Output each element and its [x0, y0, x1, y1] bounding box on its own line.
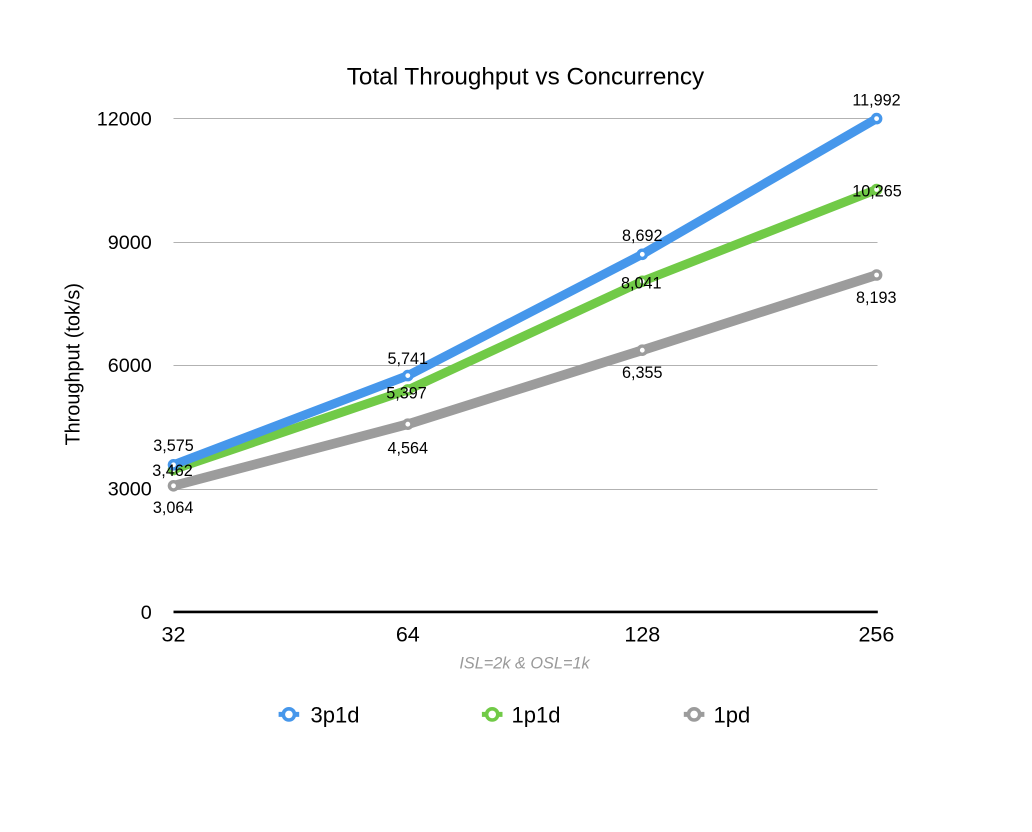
svg-text:256: 256: [858, 623, 894, 647]
svg-text:1p1d: 1p1d: [512, 703, 561, 728]
svg-text:64: 64: [396, 623, 420, 647]
svg-text:5,397: 5,397: [386, 384, 427, 402]
svg-text:3,575: 3,575: [153, 437, 194, 455]
svg-text:3000: 3000: [108, 478, 152, 500]
svg-text:6,355: 6,355: [622, 364, 663, 382]
svg-text:0: 0: [141, 602, 152, 624]
svg-text:1pd: 1pd: [714, 703, 751, 728]
svg-text:ISL=2k & OSL=1k: ISL=2k & OSL=1k: [459, 654, 590, 672]
svg-text:128: 128: [624, 623, 660, 647]
svg-text:3,064: 3,064: [153, 499, 194, 517]
svg-text:32: 32: [162, 623, 186, 647]
svg-text:8,193: 8,193: [856, 289, 897, 307]
svg-text:Throughput (tok/s): Throughput (tok/s): [62, 283, 84, 446]
svg-text:10,265: 10,265: [852, 182, 902, 200]
svg-text:11,992: 11,992: [852, 92, 900, 110]
svg-text:12000: 12000: [97, 108, 152, 130]
svg-text:Total Throughput vs Concurrenc: Total Throughput vs Concurrency: [347, 64, 705, 91]
svg-text:8,041: 8,041: [621, 275, 662, 293]
svg-text:8,692: 8,692: [622, 227, 663, 245]
svg-text:6000: 6000: [108, 355, 152, 377]
svg-text:5,741: 5,741: [387, 350, 428, 368]
svg-text:3p1d: 3p1d: [311, 703, 360, 728]
svg-text:9000: 9000: [108, 232, 152, 254]
svg-text:3,462: 3,462: [152, 462, 193, 480]
svg-text:4,564: 4,564: [387, 440, 428, 458]
